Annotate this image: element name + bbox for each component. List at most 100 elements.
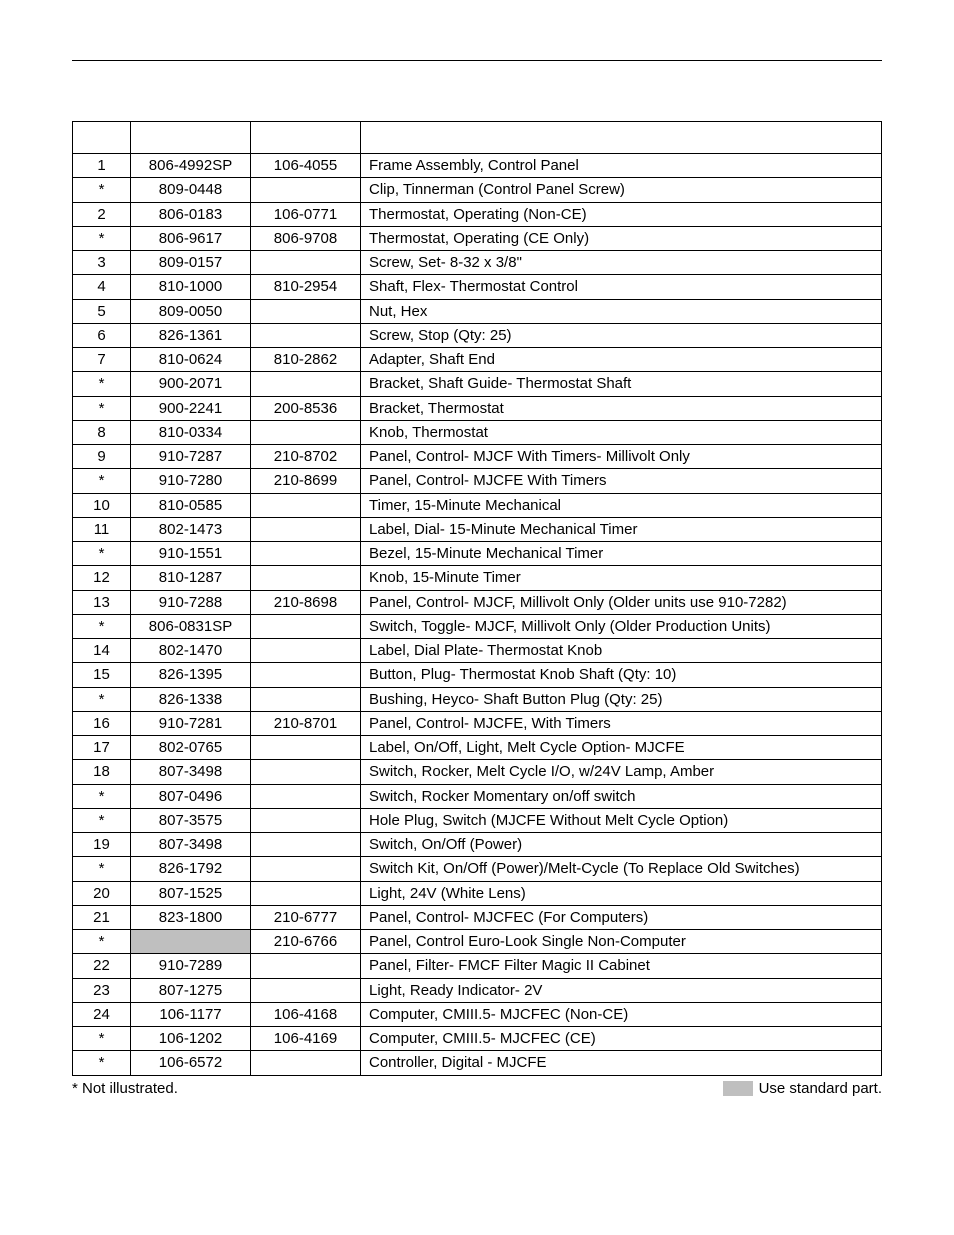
cell-desc: Bushing, Heyco- Shaft Button Plug (Qty: … bbox=[361, 687, 882, 711]
table-row: 17802-0765Label, On/Off, Light, Melt Cyc… bbox=[73, 736, 882, 760]
cell-part1: 806-0831SP bbox=[131, 614, 251, 638]
cell-desc: Clip, Tinnerman (Control Panel Screw) bbox=[361, 178, 882, 202]
cell-desc: Button, Plug- Thermostat Knob Shaft (Qty… bbox=[361, 663, 882, 687]
cell-desc: Frame Assembly, Control Panel bbox=[361, 154, 882, 178]
cell-desc: Switch, Toggle- MJCF, Millivolt Only (Ol… bbox=[361, 614, 882, 638]
cell-part2: 210-6766 bbox=[251, 930, 361, 954]
cell-item: * bbox=[73, 1051, 131, 1075]
cell-item: 15 bbox=[73, 663, 131, 687]
cell-part1 bbox=[131, 930, 251, 954]
cell-part2 bbox=[251, 808, 361, 832]
cell-item: 11 bbox=[73, 517, 131, 541]
table-row: 1806-4992SP106-4055Frame Assembly, Contr… bbox=[73, 154, 882, 178]
table-header-row bbox=[73, 122, 882, 154]
cell-part2 bbox=[251, 833, 361, 857]
cell-part2 bbox=[251, 493, 361, 517]
cell-item: 10 bbox=[73, 493, 131, 517]
cell-part2: 106-4169 bbox=[251, 1027, 361, 1051]
table-body: 1806-4992SP106-4055Frame Assembly, Contr… bbox=[73, 154, 882, 1076]
cell-part1: 807-0496 bbox=[131, 784, 251, 808]
cell-desc: Timer, 15-Minute Mechanical bbox=[361, 493, 882, 517]
cell-part2 bbox=[251, 760, 361, 784]
cell-desc: Switch, Rocker Momentary on/off switch bbox=[361, 784, 882, 808]
table-row: 6826-1361Screw, Stop (Qty: 25) bbox=[73, 323, 882, 347]
cell-part1: 806-4992SP bbox=[131, 154, 251, 178]
cell-part1: 806-9617 bbox=[131, 226, 251, 250]
cell-desc: Switch Kit, On/Off (Power)/Melt-Cycle (T… bbox=[361, 857, 882, 881]
table-row: *826-1792Switch Kit, On/Off (Power)/Melt… bbox=[73, 857, 882, 881]
cell-part1: 802-1473 bbox=[131, 517, 251, 541]
parts-table: 1806-4992SP106-4055Frame Assembly, Contr… bbox=[72, 121, 882, 1076]
table-row: 13910-7288210-8698Panel, Control- MJCF, … bbox=[73, 590, 882, 614]
table-row: 11802-1473Label, Dial- 15-Minute Mechani… bbox=[73, 517, 882, 541]
cell-part1: 809-0050 bbox=[131, 299, 251, 323]
cell-desc: Computer, CMIII.5- MJCFEC (CE) bbox=[361, 1027, 882, 1051]
cell-part2 bbox=[251, 663, 361, 687]
cell-item: 6 bbox=[73, 323, 131, 347]
cell-part2 bbox=[251, 614, 361, 638]
cell-part1: 810-1000 bbox=[131, 275, 251, 299]
cell-part2 bbox=[251, 566, 361, 590]
cell-desc: Shaft, Flex- Thermostat Control bbox=[361, 275, 882, 299]
cell-part1: 910-7288 bbox=[131, 590, 251, 614]
cell-part1: 910-7280 bbox=[131, 469, 251, 493]
cell-item: 9 bbox=[73, 445, 131, 469]
cell-desc: Adapter, Shaft End bbox=[361, 348, 882, 372]
cell-item: 21 bbox=[73, 905, 131, 929]
table-row: 7810-0624810-2862Adapter, Shaft End bbox=[73, 348, 882, 372]
cell-desc: Nut, Hex bbox=[361, 299, 882, 323]
shaded-swatch bbox=[723, 1081, 753, 1096]
table-row: *809-0448Clip, Tinnerman (Control Panel … bbox=[73, 178, 882, 202]
col-header-item bbox=[73, 122, 131, 154]
cell-desc: Thermostat, Operating (CE Only) bbox=[361, 226, 882, 250]
cell-part1: 826-1338 bbox=[131, 687, 251, 711]
cell-item: * bbox=[73, 469, 131, 493]
cell-part1: 106-1202 bbox=[131, 1027, 251, 1051]
table-row: 24106-1177106-4168Computer, CMIII.5- MJC… bbox=[73, 1002, 882, 1026]
cell-part2: 810-2954 bbox=[251, 275, 361, 299]
cell-item: 24 bbox=[73, 1002, 131, 1026]
cell-item: 16 bbox=[73, 711, 131, 735]
table-row: 9910-7287210-8702Panel, Control- MJCF Wi… bbox=[73, 445, 882, 469]
cell-desc: Panel, Control Euro-Look Single Non-Comp… bbox=[361, 930, 882, 954]
cell-part2 bbox=[251, 978, 361, 1002]
cell-item: 3 bbox=[73, 251, 131, 275]
cell-part1: 910-7287 bbox=[131, 445, 251, 469]
table-row: 21823-1800210-6777Panel, Control- MJCFEC… bbox=[73, 905, 882, 929]
cell-part1: 900-2071 bbox=[131, 372, 251, 396]
cell-item: * bbox=[73, 542, 131, 566]
table-row: *807-3575Hole Plug, Switch (MJCFE Withou… bbox=[73, 808, 882, 832]
table-row: *807-0496Switch, Rocker Momentary on/off… bbox=[73, 784, 882, 808]
cell-item: 17 bbox=[73, 736, 131, 760]
cell-part1: 802-0765 bbox=[131, 736, 251, 760]
table-row: *900-2071Bracket, Shaft Guide- Thermosta… bbox=[73, 372, 882, 396]
cell-desc: Panel, Control- MJCFEC (For Computers) bbox=[361, 905, 882, 929]
cell-item: * bbox=[73, 372, 131, 396]
table-row: *806-9617806-9708Thermostat, Operating (… bbox=[73, 226, 882, 250]
cell-part1: 826-1361 bbox=[131, 323, 251, 347]
cell-item: 1 bbox=[73, 154, 131, 178]
cell-item: 12 bbox=[73, 566, 131, 590]
table-row: *106-1202106-4169Computer, CMIII.5- MJCF… bbox=[73, 1027, 882, 1051]
footnote-standard-part: Use standard part. bbox=[759, 1080, 882, 1097]
table-row: 4810-1000810-2954Shaft, Flex- Thermostat… bbox=[73, 275, 882, 299]
cell-part1: 807-1275 bbox=[131, 978, 251, 1002]
cell-item: * bbox=[73, 930, 131, 954]
table-row: * 210-6766Panel, Control Euro-Look Single… bbox=[73, 930, 882, 954]
cell-desc: Label, Dial Plate- Thermostat Knob bbox=[361, 639, 882, 663]
cell-item: * bbox=[73, 857, 131, 881]
table-row: *900-2241200-8536Bracket, Thermostat bbox=[73, 396, 882, 420]
cell-part1: 810-1287 bbox=[131, 566, 251, 590]
cell-part2 bbox=[251, 420, 361, 444]
cell-desc: Bracket, Thermostat bbox=[361, 396, 882, 420]
cell-part1: 806-0183 bbox=[131, 202, 251, 226]
cell-desc: Switch, Rocker, Melt Cycle I/O, w/24V La… bbox=[361, 760, 882, 784]
cell-item: 22 bbox=[73, 954, 131, 978]
cell-part1: 823-1800 bbox=[131, 905, 251, 929]
cell-part1: 807-3498 bbox=[131, 833, 251, 857]
cell-part1: 807-3575 bbox=[131, 808, 251, 832]
cell-part1: 807-3498 bbox=[131, 760, 251, 784]
col-header-part2 bbox=[251, 122, 361, 154]
table-row: *826-1338Bushing, Heyco- Shaft Button Pl… bbox=[73, 687, 882, 711]
cell-part2 bbox=[251, 517, 361, 541]
